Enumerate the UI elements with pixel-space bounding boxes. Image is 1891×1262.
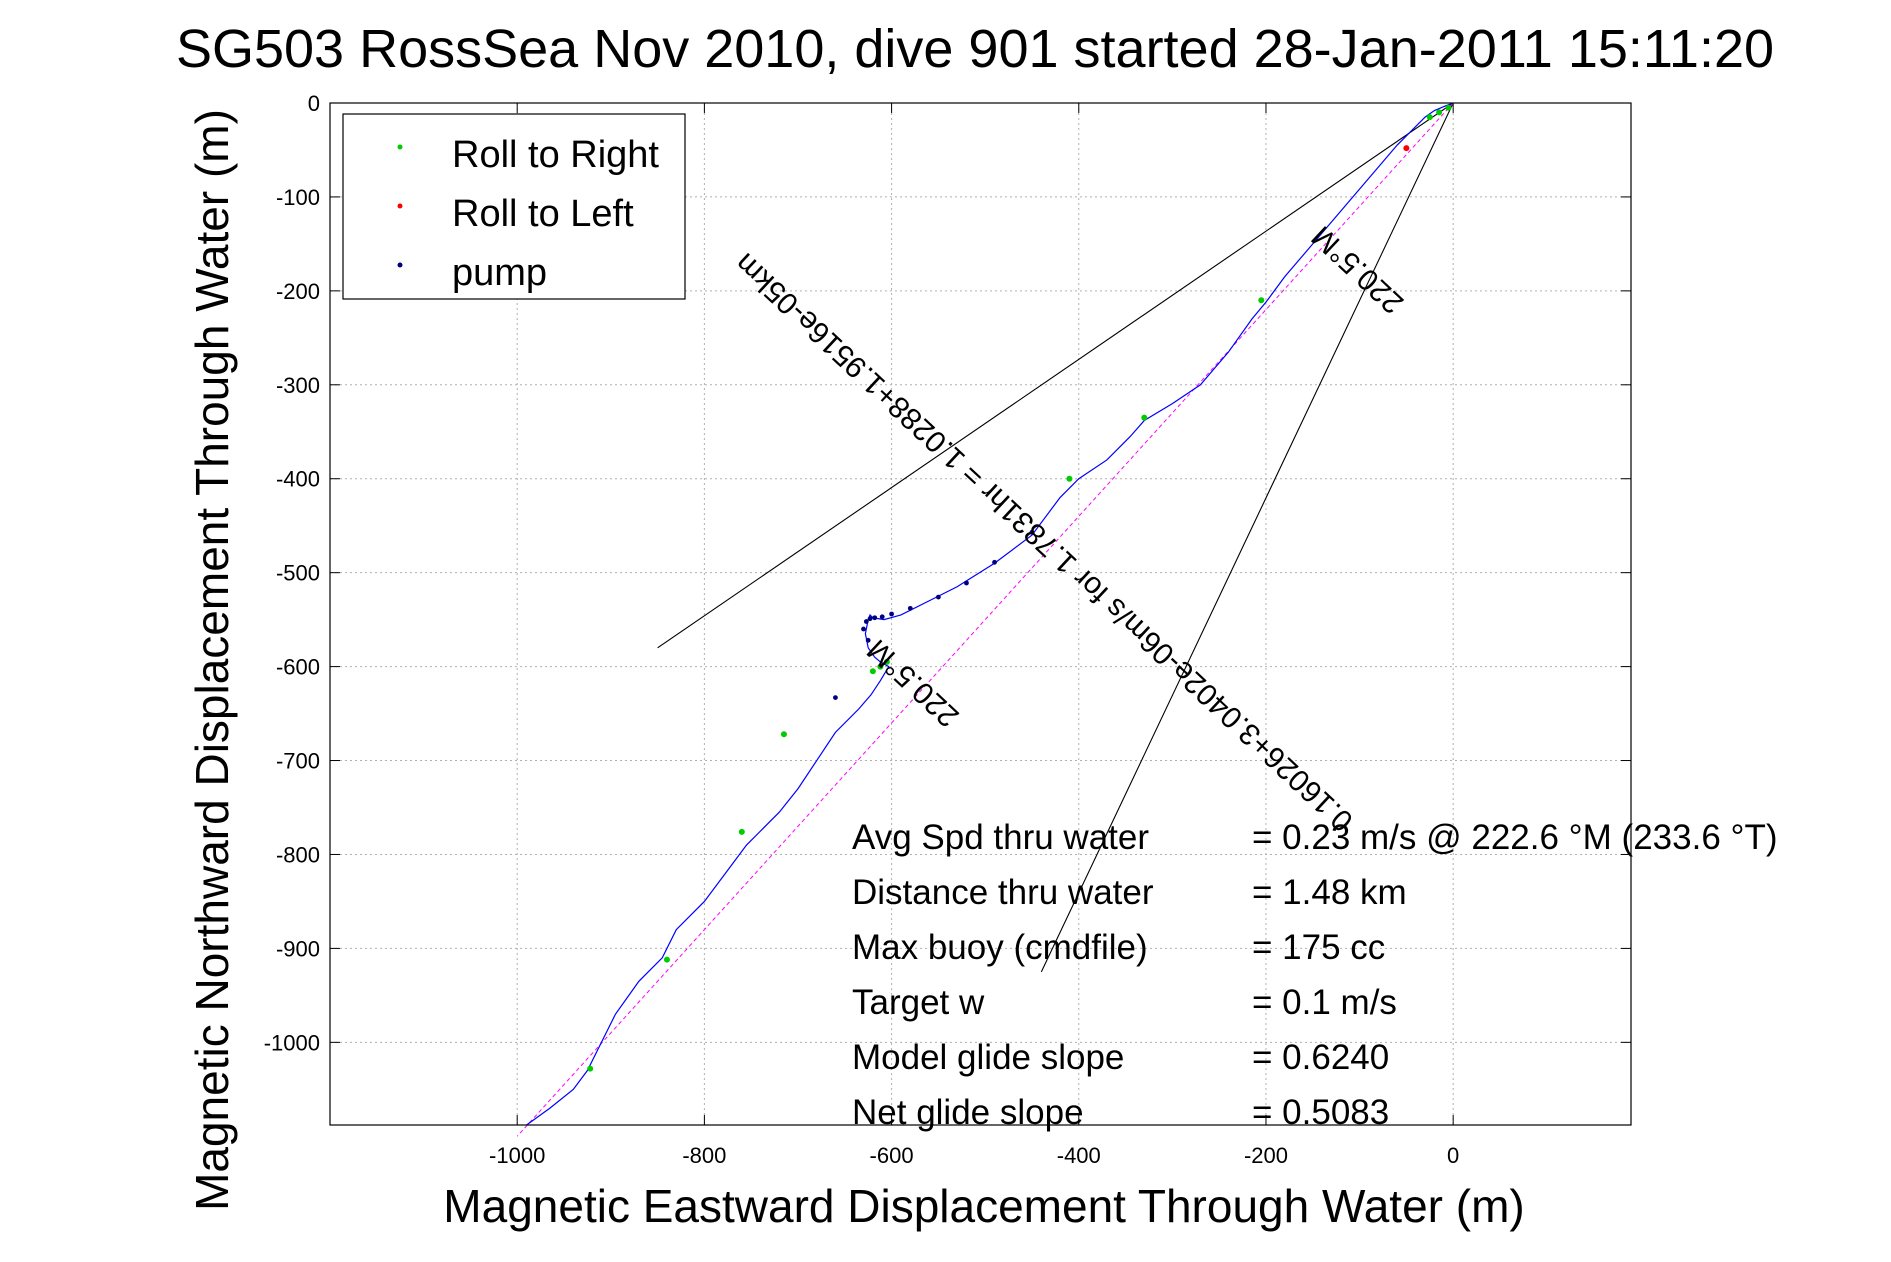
stat-value: = 0.1 m/s [1252, 983, 1397, 1022]
pump-point [992, 559, 997, 565]
legend-label: pump [452, 252, 547, 294]
track-line [526, 102, 1454, 1126]
roll-right-point [1445, 104, 1452, 111]
roll-right-point [1436, 109, 1443, 116]
y-tick-label: -500 [276, 561, 320, 586]
y-tick-label: -800 [276, 842, 320, 867]
legend: Roll to Right Roll to Left pump [342, 113, 686, 300]
y-tick-label: -100 [276, 185, 320, 210]
legend-label: Roll to Right [452, 134, 659, 176]
roll-right-point [663, 956, 670, 963]
y-tick-label: -300 [276, 373, 320, 398]
y-tick-label: -1000 [264, 1030, 320, 1055]
stat-value: = 1.48 km [1252, 873, 1407, 912]
pump-point [872, 615, 878, 621]
roll-right-point [1141, 414, 1148, 421]
y-axis-ticks: 0 -100 -200 -300 -400 -500 -600 -700 -800 -900 -10… [264, 91, 1631, 1055]
roll-right-point [738, 828, 745, 835]
stat-label: Distance thru water [852, 873, 1154, 912]
heading-line-path [516, 102, 1454, 1137]
pump-series [833, 529, 1035, 701]
stat-value: = 0.23 m/s @ 222.6 °M (233.6 °T) [1252, 818, 1778, 857]
stats-block: Avg Spd thru water = 0.23 m/s @ 222.6 °M … [852, 818, 1778, 1132]
x-tick-label: 0 [1447, 1143, 1459, 1168]
stat-label: Target w [852, 983, 985, 1022]
legend-marker [397, 262, 403, 268]
chart-title: SG503 RossSea Nov 2010, dive 901 started… [176, 19, 1774, 79]
stat-value: = 0.6240 [1252, 1038, 1389, 1077]
x-tick-label: -200 [1244, 1143, 1288, 1168]
roll-right-point [587, 1065, 594, 1072]
x-tick-label: -400 [1057, 1143, 1101, 1168]
y-axis-label: Magnetic Northward Displacement Through … [186, 109, 238, 1211]
y-tick-label: -600 [276, 655, 320, 680]
y-tick-label: -700 [276, 749, 320, 774]
stat-value: = 0.5083 [1252, 1093, 1389, 1132]
roll-right-point [869, 668, 876, 675]
pump-point [863, 619, 869, 624]
x-tick-label: -1000 [489, 1143, 545, 1168]
stat-label: Max buoy (cmdfile) [852, 928, 1148, 967]
roll-right-point [1066, 475, 1073, 482]
cone-line [657, 102, 1454, 649]
pump-point [879, 614, 885, 620]
stat-label: Model glide slope [852, 1038, 1124, 1077]
y-tick-label: -200 [276, 279, 320, 304]
legend-marker [397, 203, 403, 209]
x-tick-label: -600 [870, 1143, 914, 1168]
pump-point [964, 580, 969, 586]
roll-left-point [1403, 145, 1410, 152]
stat-label: Avg Spd thru water [852, 818, 1149, 857]
stat-label: Net glide slope [852, 1093, 1084, 1132]
x-tick-label: -800 [682, 1143, 726, 1168]
pump-point [907, 605, 913, 611]
stat-value: = 175 cc [1252, 928, 1385, 967]
roll-right-point [1258, 297, 1265, 304]
pump-point [867, 616, 873, 622]
plot-frame [329, 102, 1632, 1126]
cone-line [1040, 102, 1454, 973]
roll-right-point [1426, 114, 1433, 121]
roll-right-point [780, 731, 787, 738]
y-tick-label: 0 [308, 91, 320, 116]
roll-left-series [1403, 145, 1410, 152]
pump-point [861, 626, 866, 632]
pump-point [889, 611, 894, 617]
cone-lines [657, 102, 1454, 973]
pump-point [833, 695, 838, 701]
track-series [526, 102, 1454, 1126]
y-tick-label: -400 [276, 467, 320, 492]
roll-right-point [877, 663, 884, 670]
pump-point [1029, 529, 1035, 535]
roll-right-point [883, 658, 890, 665]
pump-point [865, 637, 871, 643]
x-axis-ticks: -1000 -800 -600 -400 -200 0 [489, 103, 1459, 1168]
legend-marker [397, 144, 403, 150]
y-tick-label: -900 [276, 936, 320, 961]
legend-label: Roll to Left [452, 193, 634, 235]
pump-point [935, 594, 941, 600]
heading-line [516, 102, 1454, 1137]
x-axis-label: Magnetic Eastward Displacement Through W… [443, 1180, 1524, 1232]
roll-right-series [587, 104, 1452, 1072]
